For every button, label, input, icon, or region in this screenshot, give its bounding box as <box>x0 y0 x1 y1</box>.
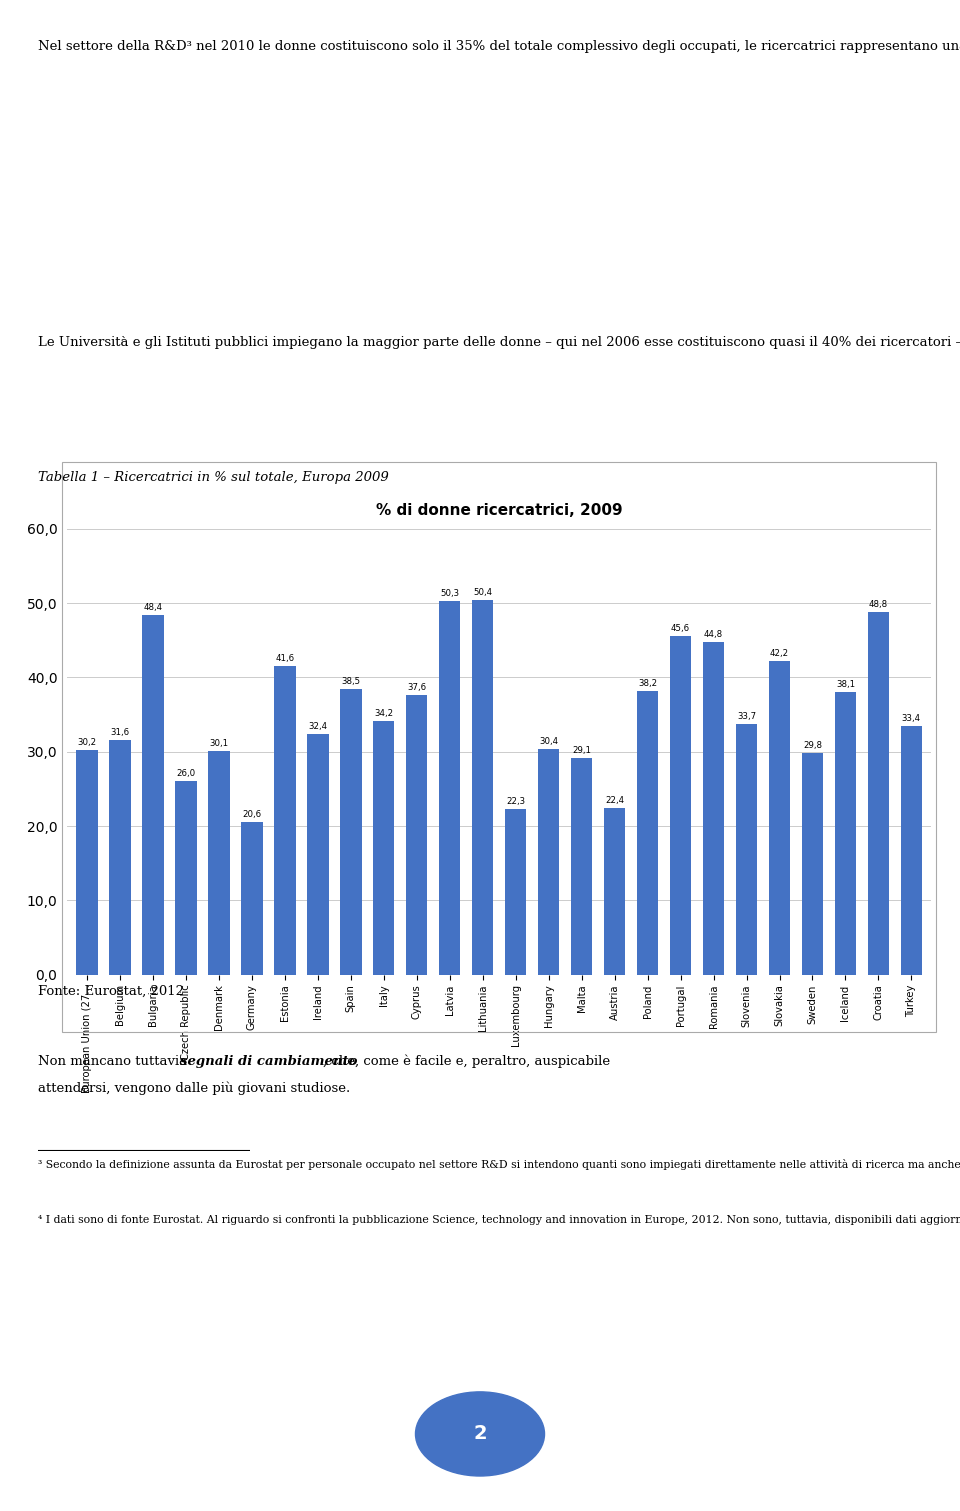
Text: segnali di cambiamento: segnali di cambiamento <box>180 1055 358 1068</box>
Bar <box>406 695 427 975</box>
Text: Le Università e gli Istituti pubblici impiegano la maggior parte delle donne – q: Le Università e gli Istituti pubblici im… <box>38 335 960 349</box>
Text: 50,4: 50,4 <box>473 588 492 597</box>
Bar <box>604 808 625 975</box>
Bar <box>670 636 691 975</box>
Bar <box>307 734 328 975</box>
Bar <box>208 751 229 975</box>
Text: Tabella 1 – Ricercatrici in % sul totale, Europa 2009: Tabella 1 – Ricercatrici in % sul totale… <box>38 471 389 485</box>
Bar <box>538 749 560 975</box>
Text: 31,6: 31,6 <box>110 728 130 737</box>
Text: 48,8: 48,8 <box>869 600 888 609</box>
Text: 20,6: 20,6 <box>242 810 261 819</box>
Text: 30,2: 30,2 <box>78 739 97 748</box>
Text: 32,4: 32,4 <box>308 722 327 731</box>
Bar <box>175 781 197 975</box>
Text: ³ Secondo la definizione assunta da Eurostat per personale occupato nel settore : ³ Secondo la definizione assunta da Euro… <box>38 1159 960 1170</box>
Text: 38,5: 38,5 <box>341 677 360 686</box>
Text: 29,1: 29,1 <box>572 746 591 756</box>
Bar <box>109 740 131 975</box>
Bar <box>571 759 592 975</box>
Bar <box>835 692 856 975</box>
Bar <box>275 665 296 975</box>
Text: , che, come è facile e, peraltro, auspicabile: , che, come è facile e, peraltro, auspic… <box>323 1055 610 1068</box>
Bar <box>868 612 889 975</box>
Text: 30,1: 30,1 <box>209 739 228 748</box>
Text: 29,8: 29,8 <box>803 742 822 751</box>
Text: 44,8: 44,8 <box>704 630 723 639</box>
Bar <box>802 752 823 975</box>
Text: 41,6: 41,6 <box>276 654 295 663</box>
Text: 38,1: 38,1 <box>836 680 855 689</box>
Text: 22,3: 22,3 <box>506 796 525 805</box>
Text: 22,4: 22,4 <box>605 796 624 805</box>
Text: attendersi, vengono dalle più giovani studiose.: attendersi, vengono dalle più giovani st… <box>38 1082 350 1095</box>
Bar <box>636 691 659 975</box>
Bar <box>769 662 790 975</box>
Text: 33,7: 33,7 <box>737 712 756 721</box>
Bar <box>472 600 493 975</box>
Bar <box>439 601 461 975</box>
Text: 37,6: 37,6 <box>407 683 426 692</box>
Text: ⁴ I dati sono di fonte Eurostat. Al riguardo si confronti la pubblicazione Scien: ⁴ I dati sono di fonte Eurostat. Al rigu… <box>38 1215 960 1225</box>
Title: % di donne ricercatrici, 2009: % di donne ricercatrici, 2009 <box>376 503 622 518</box>
Bar <box>505 808 526 975</box>
Text: Nel settore della R&D³ nel 2010 le donne costituiscono solo il 35% del totale co: Nel settore della R&D³ nel 2010 le donne… <box>38 39 960 53</box>
Bar <box>735 724 757 975</box>
Bar <box>703 642 724 975</box>
Bar <box>241 822 263 975</box>
Bar <box>340 689 362 975</box>
Text: Fonte: Eurostat, 2012: Fonte: Eurostat, 2012 <box>38 985 184 999</box>
Text: 30,4: 30,4 <box>540 737 558 746</box>
Bar <box>142 615 163 975</box>
Bar <box>900 727 923 975</box>
Text: 2: 2 <box>473 1425 487 1443</box>
Text: 33,4: 33,4 <box>901 715 921 724</box>
Bar <box>76 751 98 975</box>
Text: 34,2: 34,2 <box>374 709 394 718</box>
Text: 42,2: 42,2 <box>770 650 789 659</box>
Bar <box>373 721 395 975</box>
Text: 45,6: 45,6 <box>671 624 690 633</box>
Text: Non mancano tuttavia: Non mancano tuttavia <box>38 1055 192 1068</box>
Circle shape <box>416 1392 544 1476</box>
Text: 38,2: 38,2 <box>638 678 658 688</box>
Text: 26,0: 26,0 <box>177 769 196 778</box>
Text: 48,4: 48,4 <box>143 603 162 612</box>
Text: 50,3: 50,3 <box>441 589 459 598</box>
